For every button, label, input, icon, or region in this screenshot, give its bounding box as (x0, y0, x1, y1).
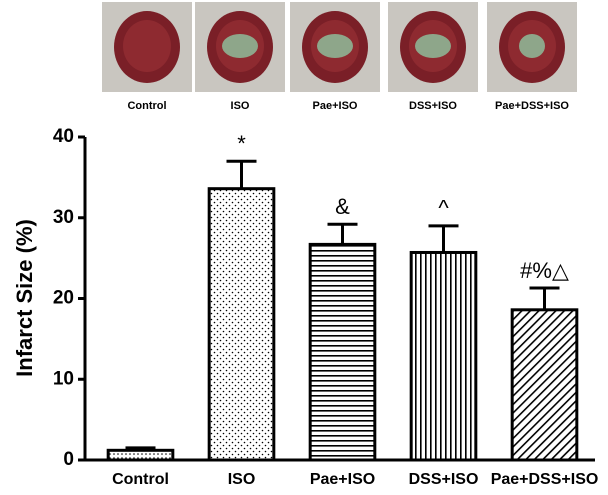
bar (510, 308, 579, 462)
y-tick-label: 0 (63, 449, 74, 470)
significance-mark: ^ (438, 196, 449, 221)
y-tick-label: 10 (53, 368, 74, 389)
infarct-area (519, 34, 545, 58)
x-tick-label: ISO (228, 471, 256, 488)
photo-caption: Pae+ISO (313, 100, 358, 112)
x-tick-label: Control (112, 471, 169, 488)
infarct-area (415, 34, 451, 58)
infarct-area (317, 34, 353, 58)
heart-core (123, 20, 171, 72)
photo-caption: ISO (231, 100, 250, 112)
significance-mark: #%△ (520, 258, 569, 283)
bar (308, 242, 377, 462)
y-tick-label: 40 (53, 126, 74, 147)
bar (106, 448, 175, 462)
infarct-area (222, 34, 258, 58)
x-tick-label: Pae+DSS+ISO (491, 471, 599, 488)
heart-photos (102, 2, 577, 92)
y-tick-label: 30 (53, 207, 74, 228)
bar (409, 250, 478, 462)
photo-caption: Control (127, 100, 166, 112)
photo-caption: DSS+ISO (409, 100, 457, 112)
photo-caption: Pae+DSS+ISO (495, 100, 569, 112)
x-tick-label: Pae+ISO (310, 471, 375, 488)
significance-mark: & (335, 194, 350, 219)
y-tick-label: 20 (53, 288, 74, 309)
significance-mark: * (237, 131, 246, 156)
y-axis-label: Infarct Size (%) (12, 219, 37, 377)
bar (207, 187, 276, 462)
x-tick-label: DSS+ISO (409, 471, 479, 488)
